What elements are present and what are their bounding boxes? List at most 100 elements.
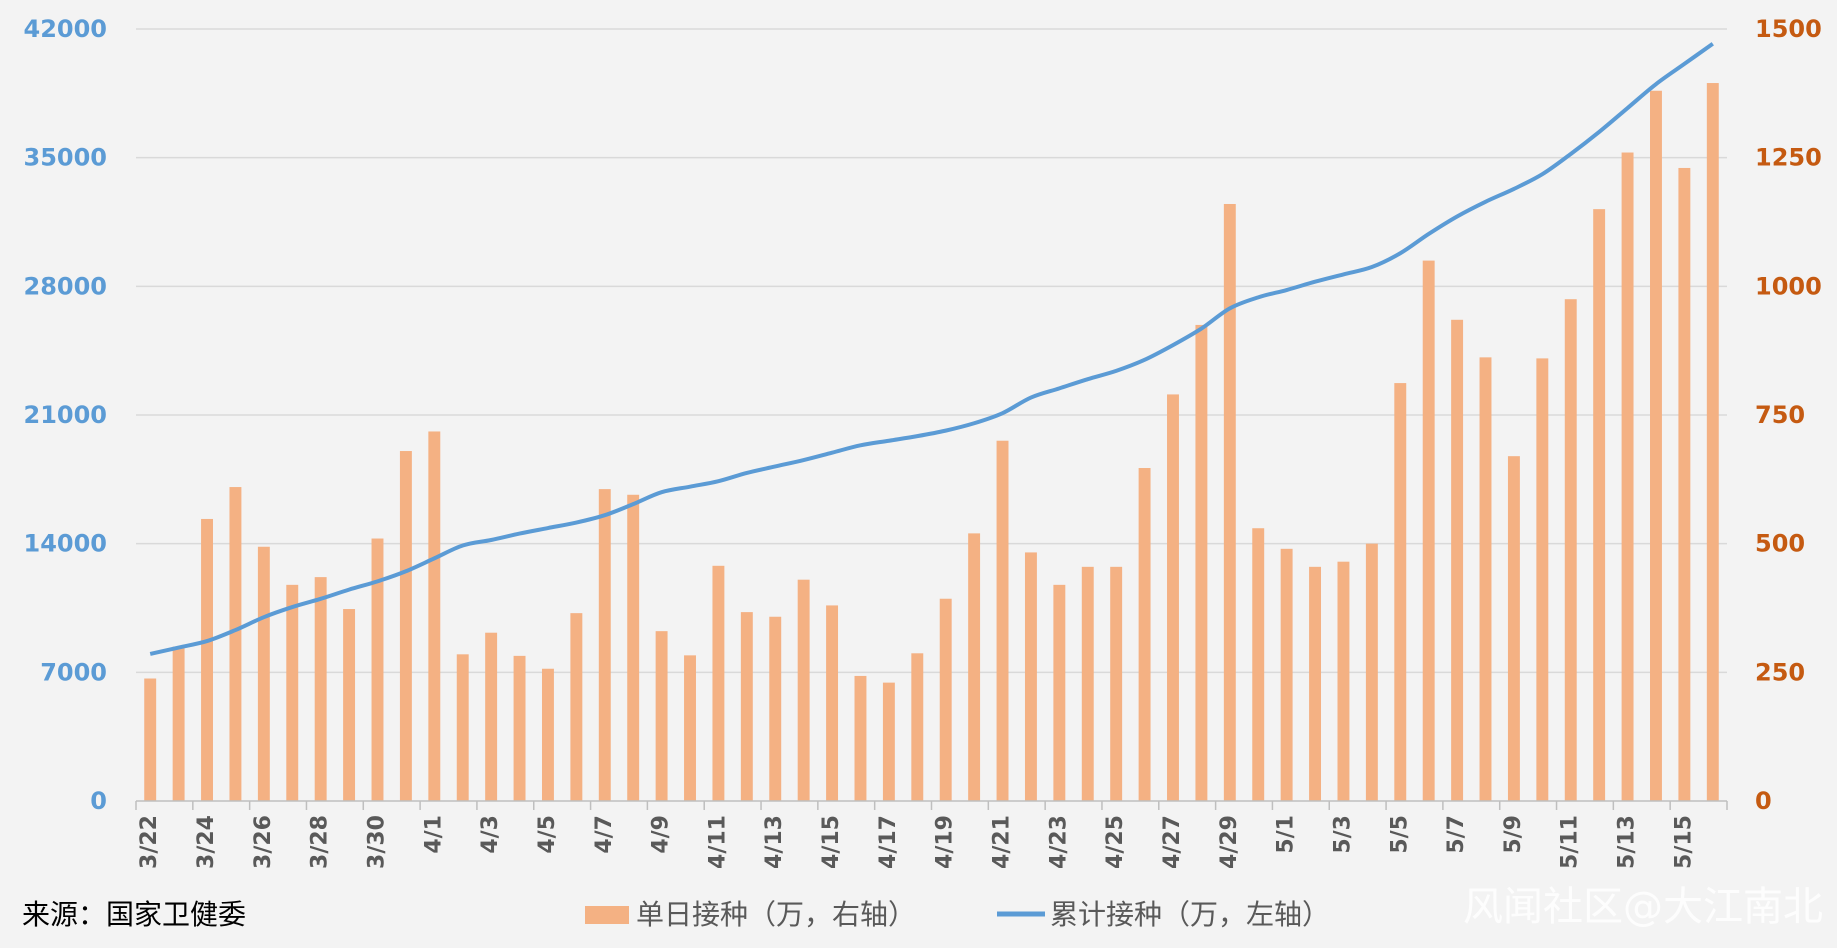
bar [1451, 319, 1464, 801]
bar [1536, 358, 1549, 801]
bar-series [144, 83, 1719, 802]
bar [1280, 548, 1293, 801]
bar [1195, 324, 1208, 801]
legend-swatch-bar [585, 906, 629, 924]
axes [135, 800, 1728, 810]
bar [1053, 584, 1066, 801]
bar [229, 487, 242, 801]
bar [911, 653, 924, 801]
x-axis-ticks: 3/22 3/24 3/26 3/28 3/30 4/1 4/3 4/5 4/7 4/9 4/11 4… [137, 815, 1696, 869]
bar [428, 431, 441, 801]
bar [485, 632, 498, 801]
x-tick-label: 4/27 [1160, 815, 1185, 869]
x-tick-label: 4/13 [762, 815, 787, 869]
x-tick-label: 4/19 [933, 815, 958, 869]
cumulative-line [149, 42, 1714, 656]
bar [1650, 90, 1662, 801]
y-right-tick-label: 0 [1755, 787, 1772, 815]
bar [939, 598, 952, 801]
bar [1621, 152, 1634, 801]
x-tick-label: 4/1 [421, 815, 446, 854]
bar [854, 675, 867, 801]
x-tick-label: 4/7 [592, 815, 617, 854]
bar [1678, 167, 1691, 801]
bar [257, 546, 270, 801]
bar [740, 612, 753, 801]
x-tick-label: 5/3 [1330, 815, 1355, 854]
x-tick-label: 5/1 [1274, 815, 1299, 854]
x-tick-label: 4/21 [990, 815, 1015, 869]
bar [314, 577, 327, 801]
bar [541, 668, 554, 801]
y-left-tick-label: 7000 [40, 658, 107, 686]
y-right-tick-label: 1500 [1755, 15, 1822, 43]
x-tick-label: 4/23 [1046, 815, 1071, 869]
y-left-tick-label: 42000 [24, 15, 108, 43]
x-tick-label: 3/28 [308, 815, 333, 869]
bar [712, 565, 725, 801]
legend: 单日接种（万，右轴） 累计接种（万，左轴） [585, 898, 1330, 931]
bar [996, 440, 1009, 801]
bar [627, 494, 640, 801]
bar [1422, 260, 1435, 802]
bar [797, 579, 810, 801]
bar [655, 631, 668, 801]
x-tick-label: 5/5 [1387, 815, 1412, 854]
y-left-tick-label: 35000 [24, 144, 108, 172]
bar [684, 655, 696, 801]
bar [343, 609, 356, 801]
bar [1564, 299, 1577, 801]
x-tick-label: 5/15 [1671, 815, 1696, 869]
bar [826, 605, 839, 801]
x-tick-label: 4/9 [649, 815, 674, 854]
bar [1024, 552, 1037, 801]
bar [1223, 203, 1236, 801]
x-tick-label: 4/29 [1217, 815, 1242, 869]
bar [172, 646, 185, 801]
y-right-tick-label: 1000 [1755, 272, 1822, 300]
bar [1365, 543, 1378, 801]
bar [1706, 83, 1719, 802]
y-right-tick-label: 750 [1755, 401, 1805, 429]
x-tick-label: 5/11 [1558, 815, 1583, 869]
bar [1138, 468, 1151, 801]
x-tick-label: 4/17 [876, 815, 901, 869]
bar [1337, 561, 1350, 801]
x-tick-label: 3/24 [194, 815, 219, 869]
x-tick-label: 3/22 [137, 815, 162, 869]
bar [1081, 566, 1094, 801]
bar [1479, 357, 1492, 801]
x-tick-label: 5/13 [1615, 815, 1640, 869]
y-left-tick-label: 0 [90, 787, 107, 815]
x-tick-label: 4/11 [705, 815, 730, 869]
left-axis-ticks: 0 7000 14000 21000 28000 35000 42000 [24, 15, 108, 815]
right-axis-ticks: 0 250 500 750 1000 1250 1500 [1755, 15, 1822, 815]
source-label: 来源：国家卫健委 [22, 898, 246, 931]
x-tick-label: 5/7 [1444, 815, 1469, 854]
bar [769, 616, 782, 801]
bar [456, 654, 469, 801]
x-tick-label: 4/15 [819, 815, 844, 869]
bar [882, 682, 895, 801]
y-right-tick-label: 1250 [1755, 144, 1822, 172]
bar [1110, 566, 1123, 801]
x-tick-label: 4/5 [535, 815, 560, 854]
bar [968, 533, 981, 801]
bar [1167, 394, 1179, 801]
bar [201, 518, 213, 801]
bar [1394, 383, 1407, 801]
bar [513, 655, 526, 801]
bar [1309, 566, 1322, 801]
y-left-tick-label: 14000 [24, 530, 108, 558]
bar [598, 489, 611, 801]
bar [399, 451, 412, 801]
y-right-tick-label: 250 [1755, 658, 1805, 686]
bar [1252, 528, 1265, 801]
legend-label-line: 累计接种（万，左轴） [1050, 898, 1330, 931]
x-tick-label: 4/3 [478, 815, 503, 854]
bar [371, 538, 384, 801]
y-left-tick-label: 21000 [24, 401, 108, 429]
x-tick-label: 5/9 [1501, 815, 1526, 854]
bar [1507, 456, 1520, 801]
